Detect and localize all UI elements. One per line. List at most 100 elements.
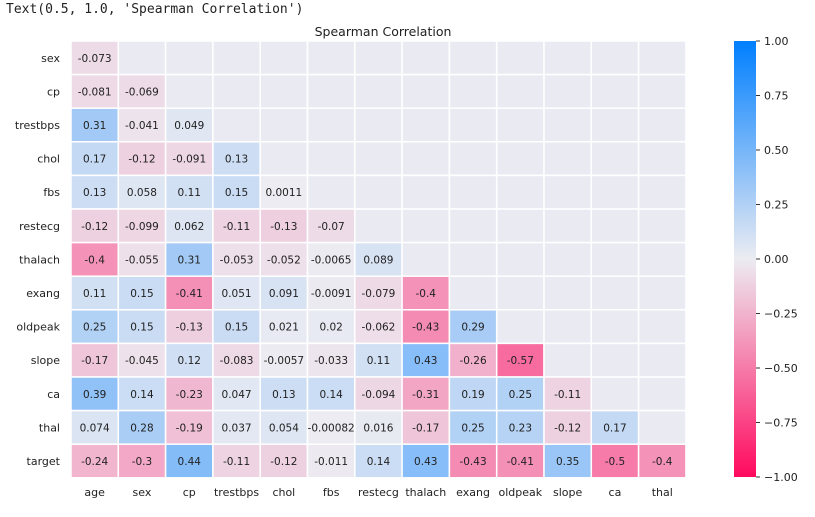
cell-value-label: 0.15: [130, 288, 153, 300]
cell-value-label: -0.43: [459, 456, 486, 468]
cell-value-label: -0.094: [362, 389, 396, 401]
cell-value-label: 0.43: [414, 355, 437, 367]
heatmap-cell: [495, 107, 545, 143]
heatmap-cell: [401, 40, 451, 76]
heatmap-cell: [70, 241, 120, 277]
heatmap-cell: [590, 107, 640, 143]
cell-value-label: 0.31: [83, 120, 106, 132]
heatmap-cell: [117, 73, 167, 109]
cell-value-label: -0.13: [176, 322, 203, 334]
heatmap-cell: [543, 342, 593, 378]
heatmap-cell: [448, 409, 498, 445]
cell-value-label: -0.12: [554, 422, 581, 434]
cell-value-label: 0.11: [367, 355, 390, 367]
column-label: chol: [272, 486, 295, 499]
heatmap-cell: [448, 376, 498, 412]
heatmap-cell: [495, 40, 545, 76]
heatmap-cell: [70, 443, 120, 479]
cell-value-label: -0.4: [416, 288, 437, 300]
cell-value-label: -0.099: [125, 221, 159, 233]
cell-value-label: -0.11: [223, 221, 250, 233]
cell-value-label: 0.25: [509, 389, 532, 401]
row-label: sex: [41, 52, 60, 65]
cell-value-label: -0.12: [128, 154, 155, 166]
cell-value-label: -0.00082: [308, 422, 355, 434]
heatmap-cell: [117, 409, 167, 445]
colorbar-tick-label: −0.75: [764, 417, 798, 430]
heatmap-cell: [448, 73, 498, 109]
heatmap-cell: [637, 141, 687, 177]
heatmap-cell: [401, 342, 451, 378]
heatmap-cell: [212, 342, 261, 378]
heatmap-cell: [354, 107, 403, 143]
heatmap-cell: [448, 141, 498, 177]
cell-value-label: -0.19: [176, 422, 203, 434]
heatmap-cell: [164, 241, 214, 277]
colorbar-tick-label: 0.75: [764, 90, 789, 103]
heatmap-cell: [637, 174, 687, 210]
heatmap-cell: [590, 342, 640, 378]
cell-value-label: -0.053: [220, 254, 254, 266]
column-label: slope: [553, 486, 582, 499]
heatmap-cell: [354, 73, 403, 109]
column-label: age: [84, 486, 105, 499]
row-label: thal: [39, 421, 60, 434]
heatmap-cell: [543, 141, 593, 177]
cell-value-label: 0.12: [178, 355, 201, 367]
heatmap-cell: [401, 376, 451, 412]
cell-value-label: -0.3: [132, 456, 153, 468]
cell-value-label: -0.24: [81, 456, 108, 468]
heatmap-cell: [259, 73, 309, 109]
column-label: trestbps: [214, 486, 259, 499]
heatmap-cell: [448, 275, 498, 311]
heatmap-cell: [590, 241, 640, 277]
cell-value-label: -0.07: [318, 221, 345, 233]
heatmap-cell: [164, 107, 214, 143]
heatmap-cell: [448, 443, 498, 479]
row-labels: sex cp trestbps chol fbs restecg thalach exang o…: [15, 52, 61, 468]
heatmap-cell: [543, 208, 593, 244]
cell-value-label: 0.13: [83, 187, 106, 199]
heatmap-cell: [164, 443, 214, 479]
heatmap-cell: [495, 309, 545, 345]
heatmap-cell: [212, 241, 261, 277]
heatmap-cell: [590, 208, 640, 244]
heatmap-cell: [164, 376, 214, 412]
heatmap-cell: [590, 443, 640, 479]
cell-value-label: 0.44: [178, 456, 202, 468]
heatmap-cell: [117, 376, 167, 412]
cell-value-label: 0.051: [222, 288, 252, 300]
heatmap-cell: [354, 342, 403, 378]
heatmap-cell: [354, 208, 403, 244]
chart-title: Spearman Correlation: [315, 24, 452, 39]
cell-value-label: 0.089: [363, 254, 393, 266]
heatmap-cell: [543, 309, 593, 345]
row-label: oldpeak: [16, 321, 60, 334]
heatmap-cell: [259, 141, 309, 177]
column-labels: age sex cp trestbps chol fbs restecg thalach exa…: [84, 486, 672, 499]
row-label: target: [27, 455, 61, 468]
cell-value-label: -0.41: [507, 456, 534, 468]
heatmap-cell: [401, 141, 451, 177]
cell-value-label: 0.047: [222, 389, 252, 401]
colorbar-gradient: [734, 41, 756, 477]
heatmap-cell: [448, 208, 498, 244]
cell-value-label: -0.052: [267, 254, 301, 266]
cell-value-label: 0.054: [269, 422, 299, 434]
heatmap-cell: [212, 107, 261, 143]
cell-value-label: -0.11: [223, 456, 250, 468]
heatmap-cell: [306, 73, 356, 109]
row-label: trestbps: [15, 119, 60, 132]
cell-value-label: -0.12: [270, 456, 297, 468]
heatmap-cell: [495, 443, 545, 479]
heatmap-cell: [117, 107, 167, 143]
heatmap-cell: [543, 40, 593, 76]
heatmap-cell: [590, 409, 640, 445]
cell-value-label: -0.4: [652, 456, 673, 468]
output-repr-text: Text(0.5, 1.0, 'Spearman Correlation'): [6, 2, 304, 17]
cell-value-label: 0.15: [130, 322, 153, 334]
cell-value-label: 0.13: [272, 389, 295, 401]
heatmap-cell: [495, 141, 545, 177]
cell-value-label: -0.0065: [311, 254, 352, 266]
